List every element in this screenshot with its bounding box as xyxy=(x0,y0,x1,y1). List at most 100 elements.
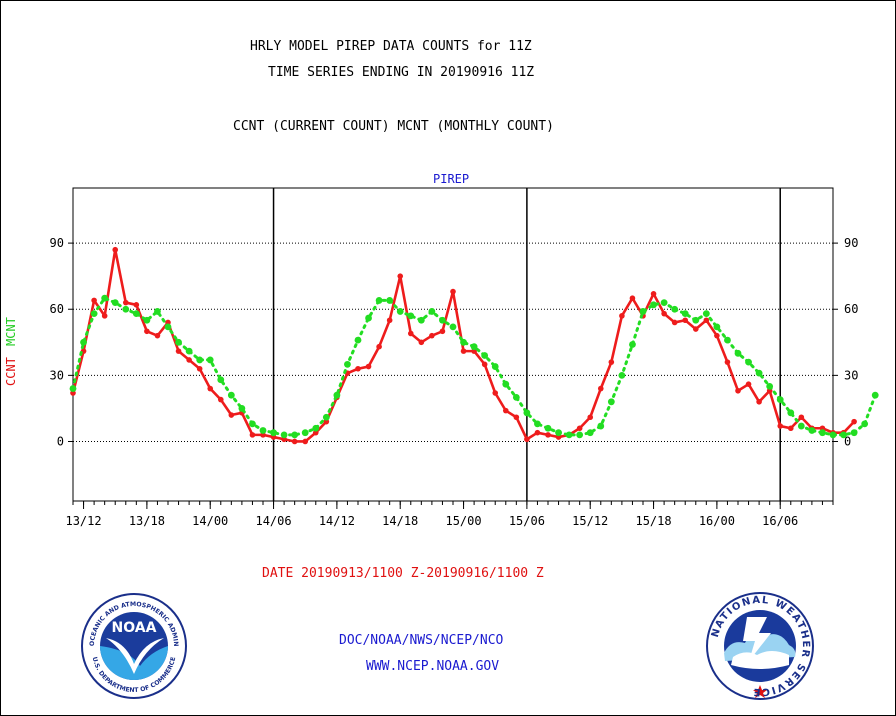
point-mcnt xyxy=(766,382,774,390)
point-mcnt xyxy=(322,413,330,421)
point-ccnt xyxy=(798,414,805,421)
point-mcnt xyxy=(227,391,235,399)
credit-line: DOC/NOAA/NWS/NCEP/NCO xyxy=(339,633,504,648)
point-mcnt xyxy=(470,343,478,351)
point-mcnt xyxy=(850,429,858,437)
website-link[interactable]: WWW.NCEP.NOAA.GOV xyxy=(366,659,500,674)
point-mcnt xyxy=(660,299,668,307)
point-ccnt xyxy=(186,357,192,363)
point-mcnt xyxy=(312,424,320,432)
y-tick-label-left: 60 xyxy=(50,302,64,316)
x-tick-label: 14/06 xyxy=(255,514,291,528)
point-mcnt xyxy=(291,431,299,439)
point-ccnt xyxy=(439,328,446,335)
point-mcnt xyxy=(745,358,752,366)
point-ccnt xyxy=(671,319,678,326)
point-ccnt xyxy=(756,399,762,405)
y-tick-label-left: 90 xyxy=(50,236,64,250)
point-mcnt xyxy=(491,363,499,370)
point-ccnt xyxy=(429,332,435,339)
point-ccnt xyxy=(619,313,625,319)
x-tick-label: 16/00 xyxy=(699,514,735,528)
point-ccnt xyxy=(534,429,541,436)
point-ccnt xyxy=(386,317,393,324)
point-ccnt xyxy=(650,291,657,297)
point-ccnt xyxy=(682,317,689,324)
point-mcnt xyxy=(840,431,847,439)
point-mcnt xyxy=(386,297,394,304)
point-mcnt xyxy=(829,431,837,439)
point-mcnt xyxy=(755,369,763,377)
point-ccnt xyxy=(576,425,583,432)
point-mcnt xyxy=(787,409,795,417)
point-mcnt xyxy=(354,336,362,344)
point-mcnt xyxy=(776,396,784,404)
point-mcnt xyxy=(122,305,130,313)
y-tick-label-right: 60 xyxy=(844,302,858,316)
point-mcnt xyxy=(512,394,520,401)
point-mcnt xyxy=(808,427,816,434)
point-ccnt xyxy=(144,328,150,335)
point-ccnt xyxy=(777,423,784,429)
point-mcnt xyxy=(69,385,77,392)
point-mcnt xyxy=(280,431,288,439)
point-mcnt xyxy=(650,301,657,309)
point-mcnt xyxy=(819,429,826,437)
point-mcnt xyxy=(333,391,341,399)
point-ccnt xyxy=(249,432,256,438)
chart-subtitle: CCNT (CURRENT COUNT) MCNT (MONTHLY COUNT… xyxy=(233,119,554,134)
point-ccnt xyxy=(154,332,161,339)
chart-title-line-1: HRLY MODEL PIREP DATA COUNTS for 11Z xyxy=(250,39,532,54)
point-ccnt xyxy=(661,310,667,317)
y-tick-label-left: 0 xyxy=(57,434,64,448)
point-mcnt xyxy=(449,323,457,331)
point-mcnt xyxy=(259,427,267,434)
point-mcnt xyxy=(586,429,594,437)
point-ccnt xyxy=(133,302,140,308)
point-mcnt xyxy=(185,347,193,355)
point-ccnt xyxy=(481,361,488,368)
point-mcnt xyxy=(301,429,309,437)
point-mcnt xyxy=(164,323,172,331)
x-tick-label: 14/00 xyxy=(192,514,228,528)
point-ccnt xyxy=(745,381,752,387)
point-mcnt xyxy=(407,312,415,320)
point-ccnt xyxy=(196,365,203,372)
point-ccnt xyxy=(735,387,741,394)
point-mcnt xyxy=(713,323,721,331)
point-mcnt xyxy=(534,420,541,428)
point-ccnt xyxy=(355,365,361,372)
point-mcnt xyxy=(101,294,109,302)
point-mcnt xyxy=(671,305,679,313)
point-ccnt xyxy=(714,332,720,339)
point-mcnt xyxy=(90,310,98,318)
point-ccnt xyxy=(365,363,372,370)
point-mcnt xyxy=(111,299,119,307)
point-mcnt xyxy=(206,356,214,364)
point-mcnt xyxy=(681,310,689,318)
point-ccnt xyxy=(397,273,404,279)
nws-logo-icon: NATIONAL WEATHER SERVICE xyxy=(706,592,814,700)
point-mcnt xyxy=(217,376,225,384)
point-mcnt xyxy=(80,338,87,346)
point-ccnt xyxy=(302,438,309,445)
x-tick-label: 16/06 xyxy=(762,514,798,528)
x-tick-label: 15/12 xyxy=(572,514,608,528)
x-tick-label: 14/18 xyxy=(382,514,418,528)
point-mcnt xyxy=(861,420,869,428)
point-ccnt xyxy=(724,359,731,365)
point-ccnt xyxy=(175,348,182,354)
noaa-logo-text: NOAA xyxy=(112,620,157,636)
point-ccnt xyxy=(629,295,636,302)
point-mcnt xyxy=(544,424,552,432)
x-tick-label: 15/06 xyxy=(509,514,545,528)
point-ccnt xyxy=(545,432,551,438)
point-mcnt xyxy=(154,308,161,315)
point-mcnt xyxy=(692,316,700,324)
point-ccnt xyxy=(851,418,857,425)
point-mcnt xyxy=(249,420,256,428)
chart-title-line-2: TIME SERIES ENDING IN 20190916 11Z xyxy=(268,65,535,80)
point-ccnt xyxy=(112,246,119,253)
x-tick-label: 15/00 xyxy=(445,514,481,528)
point-ccnt xyxy=(207,385,214,392)
